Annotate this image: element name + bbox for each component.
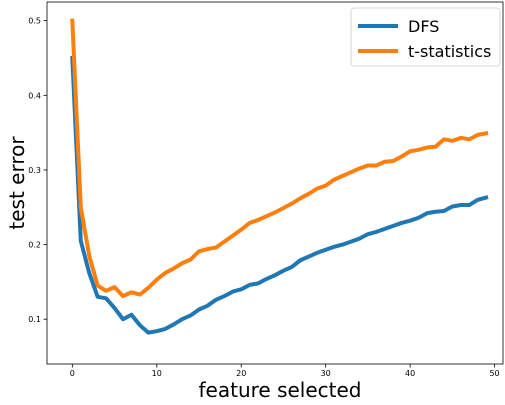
legend: DFS t-statistics	[350, 7, 501, 67]
series-line-t-statistics	[70, 18, 489, 299]
legend-label-dfs: DFS	[408, 17, 439, 36]
y-axis-title: test error	[5, 136, 29, 230]
plot-frame	[46, 1, 504, 365]
x-tick-label: 0	[70, 369, 75, 378]
x-tick-label: 10	[152, 369, 162, 378]
x-axis-ticks: 0 10 20 30 40 50	[70, 364, 500, 378]
legend-label-t-statistics: t-statistics	[408, 42, 491, 61]
x-axis-title: feature selected	[199, 378, 362, 402]
plot-lines	[70, 18, 489, 335]
y-tick-label: 0.3	[28, 166, 41, 175]
y-tick-label: 0.5	[28, 17, 41, 26]
y-tick-label: 0.2	[28, 241, 41, 250]
y-axis-ticks: 0.1 0.2 0.3 0.4 0.5	[28, 17, 47, 324]
series-line-dfs	[70, 55, 489, 335]
x-tick-label: 50	[489, 369, 499, 378]
x-tick-label: 40	[405, 369, 415, 378]
x-tick-label: 20	[236, 369, 246, 378]
x-tick-label: 30	[321, 369, 331, 378]
y-tick-label: 0.4	[28, 91, 41, 100]
y-tick-label: 0.1	[28, 315, 41, 324]
